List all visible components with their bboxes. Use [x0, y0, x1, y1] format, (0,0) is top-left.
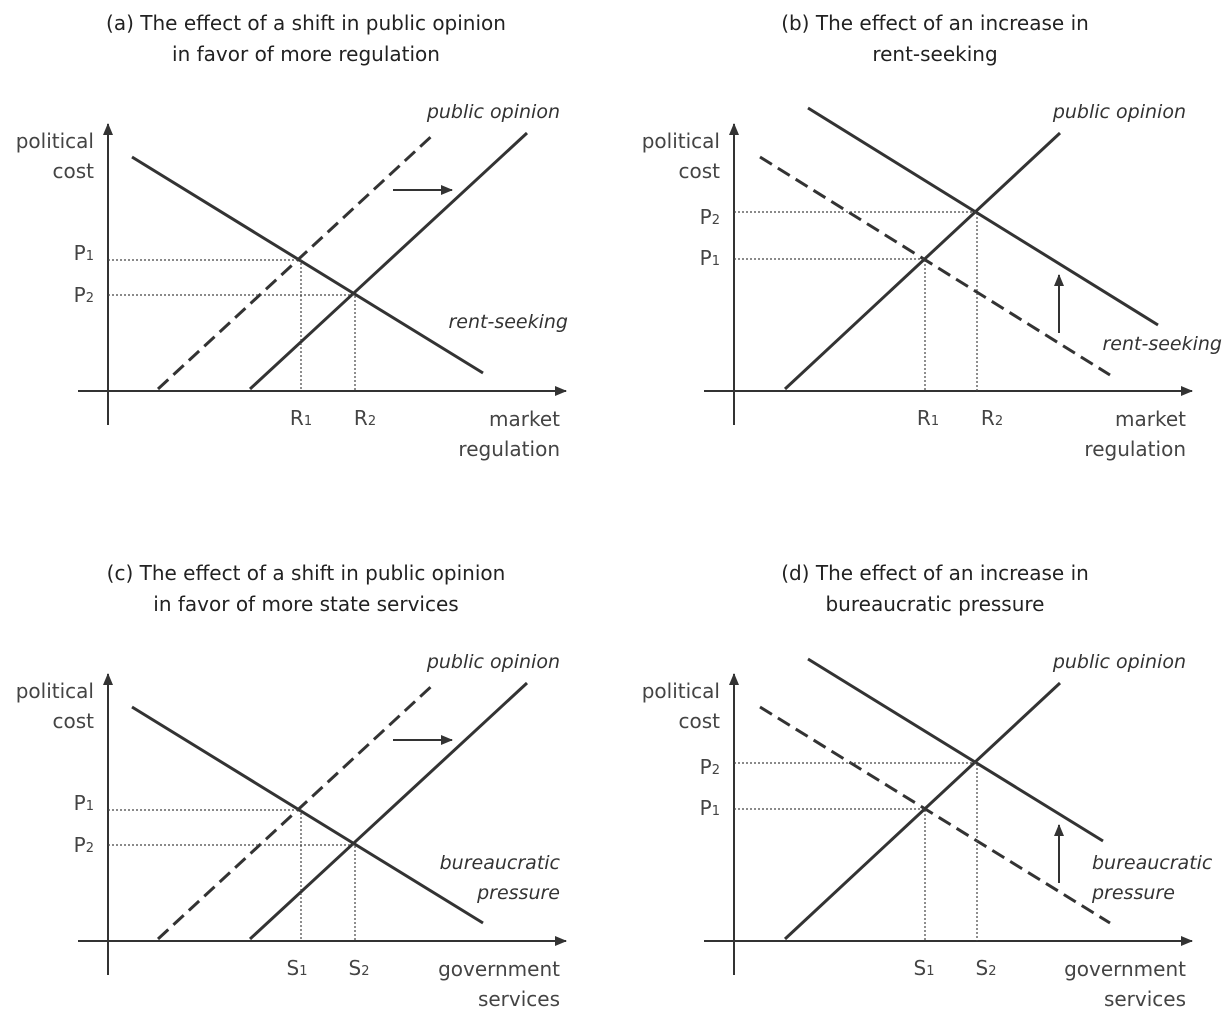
panel-c-p-lower-label: P2	[74, 833, 94, 857]
panel-a-x-axis-label-line-1: market	[489, 407, 560, 431]
panel-c-public-opinion-curve-initial	[156, 681, 437, 941]
panel-b-p-upper-label: P2	[700, 205, 720, 229]
panel-a-x-first-label: R1	[290, 406, 312, 430]
panel-c: (c) The effect of a shift in public opin…	[16, 561, 567, 1010]
panel-c-public-opinion-label: public opinion	[426, 651, 560, 673]
panel-c-y-axis-label-line-1: political	[16, 679, 94, 703]
panel-c-guide-first-equilibrium	[108, 809, 302, 941]
panel-b-y-axis-label-line-1: political	[642, 129, 720, 153]
panel-a-rent-seeking-label: rent-seeking	[448, 311, 568, 333]
panel-a-y-axis-label-line-1: political	[16, 129, 94, 153]
panel-d-public-opinion-curve	[783, 681, 1062, 941]
panel-b-rent-seeking-curve-initial	[759, 155, 1111, 377]
panel-b-x-axis-label-line-1: market	[1115, 407, 1186, 431]
panel-d-bureaucratic-pressure-curve-initial	[759, 705, 1111, 925]
panel-d-bureaucratic-pressure-label-line-2: pressure	[1091, 882, 1175, 904]
panel-d-p-upper-label: P2	[700, 755, 720, 779]
panel-d-x-axis-label-line-2: services	[1104, 987, 1186, 1010]
panel-a-x-second-label: R2	[354, 406, 376, 430]
panel-d-bureaucratic-pressure-label-line-1: bureaucratic	[1092, 852, 1213, 874]
panel-d-title-line-2: bureaucratic pressure	[825, 592, 1044, 616]
panel-c-y-axis-label-line-2: cost	[53, 709, 95, 733]
panel-b-title-line-2: rent-seeking	[872, 42, 997, 66]
panel-d: (d) The effect of an increase in bureauc…	[642, 561, 1213, 1010]
panel-b-rent-seeking-label: rent-seeking	[1102, 333, 1222, 355]
panel-b-title-line-1: (b) The effect of an increase in	[781, 11, 1089, 35]
panel-c-x-axis-label-line-2: services	[478, 987, 560, 1010]
panel-b-y-axis-label-line-2: cost	[679, 159, 721, 183]
panel-a-p-lower-label: P2	[74, 283, 94, 307]
panel-b: (b) The effect of an increase in rent-se…	[642, 11, 1222, 461]
panel-c-x-axis-label-line-1: government	[438, 957, 560, 981]
panel-d-p-lower-label: P1	[700, 796, 720, 820]
panel-c-bureaucratic-pressure-label-line-2: pressure	[476, 882, 560, 904]
panel-a: (a) The effect of a shift in public opin…	[16, 11, 568, 461]
panel-c-public-opinion-curve-shifted	[248, 681, 529, 941]
panel-c-bureaucratic-pressure-label-line-1: bureaucratic	[440, 852, 561, 874]
panel-a-public-opinion-curve-initial	[156, 131, 437, 391]
panel-d-title-line-1: (d) The effect of an increase in	[781, 561, 1089, 585]
panel-a-rent-seeking-curve	[131, 155, 484, 375]
panel-c-x-second-label: S2	[349, 956, 370, 980]
panel-b-x-first-label: R1	[917, 406, 939, 430]
panel-a-y-axis-label-line-2: cost	[53, 159, 95, 183]
panel-b-guide-first-equilibrium	[734, 258, 926, 391]
panel-a-public-opinion-label: public opinion	[426, 101, 560, 123]
panel-d-x-first-label: S1	[914, 956, 935, 980]
panel-a-guide-second-equilibrium	[108, 294, 356, 391]
panel-d-bureaucratic-pressure-curve-shifted	[807, 657, 1104, 843]
panel-a-guide-first-equilibrium	[108, 259, 302, 391]
panel-a-x-axis-label-line-2: regulation	[458, 437, 560, 461]
panel-c-p-upper-label: P1	[74, 791, 94, 815]
panel-d-guide-first-equilibrium	[734, 808, 926, 941]
panel-d-y-axis-label-line-1: political	[642, 679, 720, 703]
panel-b-p-lower-label: P1	[700, 246, 720, 270]
panel-b-public-opinion-curve	[783, 131, 1062, 391]
panel-a-public-opinion-curve-shifted	[248, 131, 529, 391]
panel-d-x-axis-label-line-1: government	[1064, 957, 1186, 981]
panel-c-title-line-1: (c) The effect of a shift in public opin…	[107, 561, 506, 585]
panel-c-guide-second-equilibrium	[108, 844, 356, 941]
panel-d-public-opinion-label: public opinion	[1052, 651, 1186, 673]
panel-b-x-axis-label-line-2: regulation	[1084, 437, 1186, 461]
panel-b-rent-seeking-curve-shifted	[807, 106, 1159, 327]
panel-b-x-second-label: R2	[981, 406, 1003, 430]
panel-a-title-line-2: in favor of more regulation	[172, 42, 440, 66]
panel-c-bureaucratic-pressure-curve	[131, 705, 484, 925]
panel-a-p-upper-label: P1	[74, 241, 94, 265]
panel-c-title-line-2: in favor of more state services	[153, 592, 458, 616]
panel-b-public-opinion-label: public opinion	[1052, 101, 1186, 123]
panel-d-x-second-label: S2	[976, 956, 997, 980]
panel-d-guide-second-equilibrium	[734, 762, 978, 941]
panel-b-guide-second-equilibrium	[734, 211, 978, 391]
panel-a-title-line-1: (a) The effect of a shift in public opin…	[106, 11, 506, 35]
panel-d-y-axis-label-line-2: cost	[679, 709, 721, 733]
panel-c-x-first-label: S1	[287, 956, 308, 980]
